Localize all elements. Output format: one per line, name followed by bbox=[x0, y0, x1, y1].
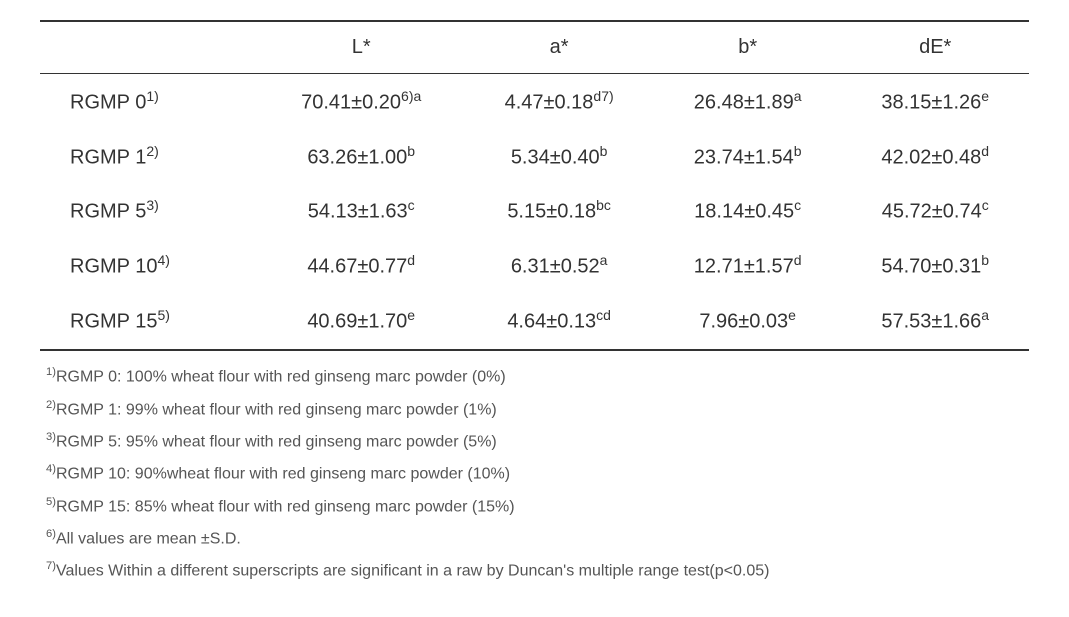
cell-dE: 38.15±1.26e bbox=[841, 74, 1029, 129]
footnote: 3)RGMP 5: 95% wheat flour with red ginse… bbox=[46, 426, 999, 458]
table-row: RGMP 12) 63.26±1.00b 5.34±0.40b 23.74±1.… bbox=[40, 129, 1029, 184]
cell-b: 18.14±0.45c bbox=[654, 183, 842, 238]
footnote: 4)RGMP 10: 90%wheat flour with red ginse… bbox=[46, 458, 999, 490]
row-label: RGMP 53) bbox=[40, 183, 258, 238]
cell-a: 5.15±0.18bc bbox=[464, 183, 654, 238]
header-a: a* bbox=[464, 21, 654, 74]
header-L: L* bbox=[258, 21, 464, 74]
header-blank bbox=[40, 21, 258, 74]
header-b: b* bbox=[654, 21, 842, 74]
cell-L: 70.41±0.206)a bbox=[258, 74, 464, 129]
row-label: RGMP 155) bbox=[40, 293, 258, 351]
table-row: RGMP 104) 44.67±0.77d 6.31±0.52a 12.71±1… bbox=[40, 238, 1029, 293]
row-label: RGMP 104) bbox=[40, 238, 258, 293]
table-row: RGMP 53) 54.13±1.63c 5.15±0.18bc 18.14±0… bbox=[40, 183, 1029, 238]
footnote: 5)RGMP 15: 85% wheat flour with red gins… bbox=[46, 491, 999, 523]
footnote: 2)RGMP 1: 99% wheat flour with red ginse… bbox=[46, 394, 999, 426]
cell-dE: 54.70±0.31b bbox=[841, 238, 1029, 293]
header-row: L* a* b* dE* bbox=[40, 21, 1029, 74]
cell-dE: 57.53±1.66a bbox=[841, 293, 1029, 351]
cell-a: 5.34±0.40b bbox=[464, 129, 654, 184]
row-label: RGMP 01) bbox=[40, 74, 258, 129]
footnote: 6)All values are mean ±S.D. bbox=[46, 523, 999, 555]
cell-a: 4.64±0.13cd bbox=[464, 293, 654, 351]
footnote: 1)RGMP 0: 100% wheat flour with red gins… bbox=[46, 361, 999, 393]
row-label: RGMP 12) bbox=[40, 129, 258, 184]
data-table: L* a* b* dE* RGMP 01) 70.41±0.206)a 4.47… bbox=[40, 20, 1029, 351]
cell-b: 26.48±1.89a bbox=[654, 74, 842, 129]
cell-b: 12.71±1.57d bbox=[654, 238, 842, 293]
cell-a: 4.47±0.18d7) bbox=[464, 74, 654, 129]
cell-L: 40.69±1.70e bbox=[258, 293, 464, 351]
table-row: RGMP 155) 40.69±1.70e 4.64±0.13cd 7.96±0… bbox=[40, 293, 1029, 351]
footnotes: 1)RGMP 0: 100% wheat flour with red gins… bbox=[40, 361, 1029, 587]
cell-L: 54.13±1.63c bbox=[258, 183, 464, 238]
cell-b: 7.96±0.03e bbox=[654, 293, 842, 351]
cell-b: 23.74±1.54b bbox=[654, 129, 842, 184]
cell-dE: 45.72±0.74c bbox=[841, 183, 1029, 238]
cell-L: 63.26±1.00b bbox=[258, 129, 464, 184]
cell-L: 44.67±0.77d bbox=[258, 238, 464, 293]
cell-a: 6.31±0.52a bbox=[464, 238, 654, 293]
footnote: 7)Values Within a different superscripts… bbox=[46, 555, 999, 587]
cell-dE: 42.02±0.48d bbox=[841, 129, 1029, 184]
header-dE: dE* bbox=[841, 21, 1029, 74]
table-row: RGMP 01) 70.41±0.206)a 4.47±0.18d7) 26.4… bbox=[40, 74, 1029, 129]
